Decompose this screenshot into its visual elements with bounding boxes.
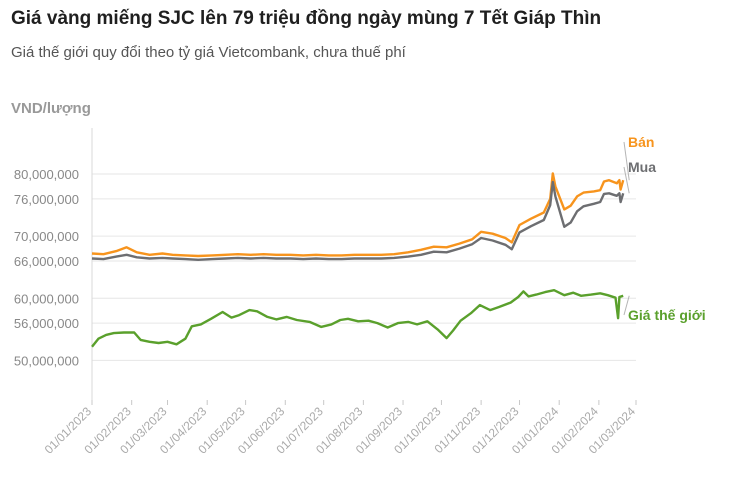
series-label: Bán	[628, 134, 654, 150]
series-line	[91, 180, 625, 261]
series-label-leader	[623, 141, 630, 181]
y-tick-label: 60,000,000	[14, 291, 79, 306]
series-line	[91, 289, 624, 348]
y-axis-label: VND/lượng	[11, 100, 91, 117]
y-tick-label: 80,000,000	[14, 167, 79, 182]
chart-title: Giá vàng miếng SJC lên 79 triệu đồng ngà…	[11, 8, 602, 29]
series-label: Giá thế giới	[628, 307, 706, 323]
y-tick-label: 50,000,000	[14, 353, 79, 368]
y-tick-label: 66,000,000	[14, 254, 79, 269]
series-label-leader	[623, 295, 630, 316]
series-label-leader	[623, 166, 630, 194]
y-tick-label: 76,000,000	[14, 192, 79, 207]
chart-subtitle: Giá thế giới quy đổi theo tỷ giá Vietcom…	[11, 44, 406, 61]
y-tick-label: 70,000,000	[14, 229, 79, 244]
y-tick-label: 56,000,000	[14, 316, 79, 331]
series-label: Mua	[628, 159, 656, 175]
series-line	[91, 172, 625, 258]
